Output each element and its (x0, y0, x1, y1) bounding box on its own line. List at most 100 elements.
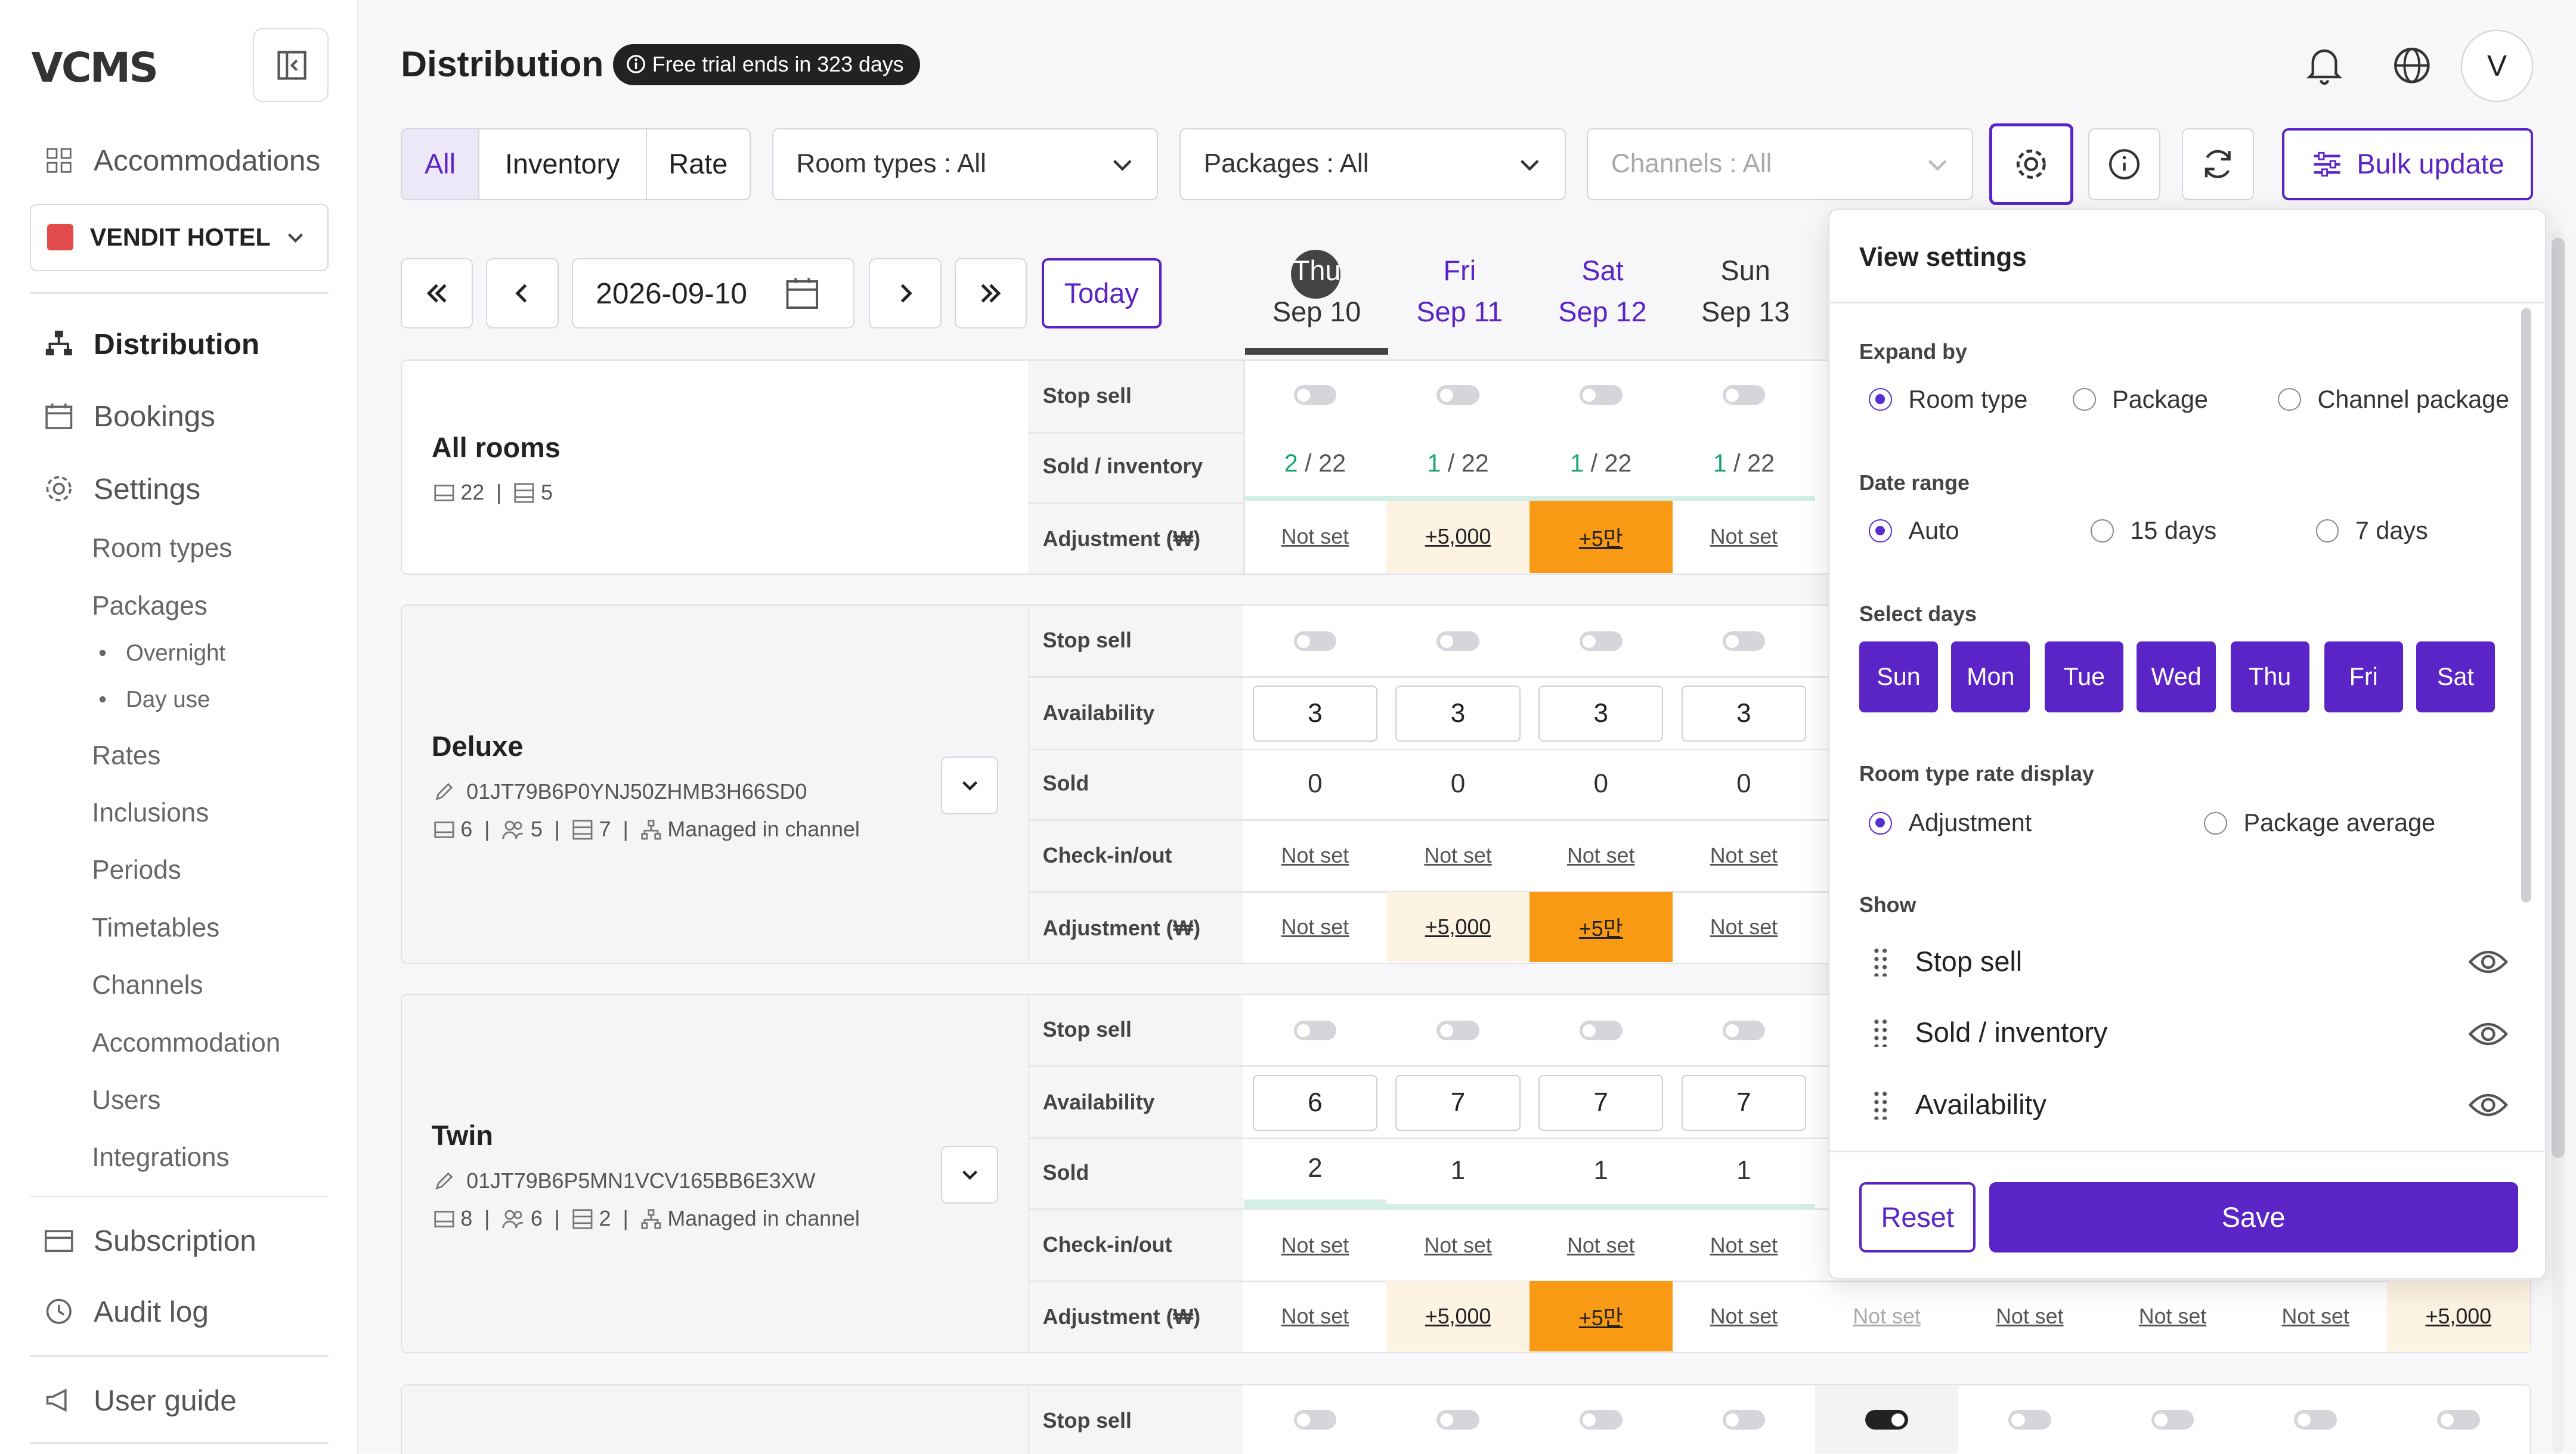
nav-accommodation[interactable]: Accommodation (92, 1028, 281, 1058)
checkinout-cell[interactable]: Not set (1710, 1233, 1778, 1258)
adjustment-cell[interactable]: +5,000 (1386, 1281, 1530, 1352)
adjustment-cell[interactable]: +5,000 (2387, 1281, 2530, 1352)
availability-cell[interactable]: 7 (1673, 1068, 1816, 1138)
stop-sell-toggle[interactable] (1244, 359, 1387, 430)
eye-icon[interactable] (2467, 1018, 2510, 1050)
radio-adjustment[interactable]: Adjustment (1869, 809, 2032, 837)
checkinout-cell[interactable]: Not set (1567, 1233, 1635, 1258)
nav-integrations[interactable]: Integrations (92, 1143, 230, 1173)
adjustment-cell[interactable]: Not set (1853, 1304, 1921, 1328)
eye-icon[interactable] (2467, 1089, 2510, 1121)
room-types-dropdown[interactable]: Room types : All (772, 128, 1159, 201)
nav-accommodations[interactable]: Accommodations (43, 143, 320, 178)
radio-auto[interactable]: Auto (1869, 517, 1959, 545)
drag-handle-icon[interactable] (1872, 947, 1889, 976)
day-toggle-sun[interactable]: Sun (1859, 641, 1939, 712)
today-button[interactable]: Today (1041, 258, 1162, 328)
adjustment-cell[interactable]: +5만 (1529, 891, 1673, 963)
checkinout-cell[interactable]: Not set (1281, 1233, 1349, 1258)
bulk-update-button[interactable]: Bulk update (2281, 128, 2534, 201)
nav-overnight[interactable]: • Overnight (98, 640, 226, 666)
nav-channels[interactable]: Channels (92, 971, 203, 1000)
tab-all[interactable]: All (402, 129, 479, 200)
checkinout-cell[interactable]: Not set (1424, 1233, 1492, 1258)
drag-handle-icon[interactable] (1872, 1090, 1889, 1120)
tab-inventory[interactable]: Inventory (479, 129, 647, 200)
adjustment-cell[interactable]: Not set (1281, 1304, 1349, 1328)
day-toggle-wed[interactable]: Wed (2137, 641, 2216, 712)
show-item-availability[interactable]: Availability (1872, 1089, 2497, 1121)
stop-sell-toggle[interactable] (1673, 1386, 1816, 1453)
nav-audit-log[interactable]: Audit log (43, 1294, 209, 1329)
availability-cell[interactable]: 3 (1530, 678, 1673, 749)
adjustment-cell[interactable]: Not set (2138, 1304, 2207, 1328)
checkinout-cell[interactable]: Not set (1424, 843, 1492, 867)
adjustment-cell[interactable]: Not set (1281, 525, 1349, 549)
adjustment-cell[interactable]: Not set (1996, 1304, 2064, 1328)
save-button[interactable]: Save (1989, 1182, 2518, 1253)
stop-sell-toggle[interactable] (1530, 996, 1673, 1066)
stop-sell-toggle[interactable] (1530, 1386, 1673, 1453)
availability-input[interactable]: 3 (1252, 686, 1378, 742)
prev-fast-button[interactable] (401, 258, 473, 328)
radio-channel-package[interactable]: Channel package (2278, 386, 2509, 414)
adjustment-cell[interactable]: +5,000 (1386, 891, 1530, 963)
nav-bookings[interactable]: Bookings (43, 399, 215, 433)
prev-button[interactable] (486, 258, 559, 328)
next-button[interactable] (869, 258, 942, 328)
nav-user-guide[interactable]: User guide (43, 1383, 237, 1418)
stop-sell-toggle[interactable] (1386, 1386, 1530, 1453)
stop-sell-toggle[interactable] (1815, 1386, 1958, 1454)
view-settings-button[interactable] (1989, 123, 2073, 206)
availability-input[interactable]: 3 (1681, 686, 1807, 742)
adjustment-cell[interactable]: Not set (2281, 1304, 2349, 1328)
availability-input[interactable]: 3 (1395, 686, 1521, 742)
radio-7-days[interactable]: 7 days (2315, 517, 2428, 545)
nav-inclusions[interactable]: Inclusions (92, 798, 209, 827)
nav-periods[interactable]: Periods (92, 855, 181, 885)
stop-sell-toggle[interactable] (1958, 1386, 2101, 1453)
stop-sell-toggle[interactable] (1244, 1386, 1387, 1453)
adjustment-cell[interactable]: Not set (1710, 914, 1778, 939)
stop-sell-toggle[interactable] (1530, 606, 1673, 677)
day-toggle-thu[interactable]: Thu (2230, 641, 2309, 712)
stop-sell-toggle[interactable] (1386, 996, 1530, 1066)
adjustment-cell[interactable]: Not set (1710, 1304, 1778, 1328)
refresh-button[interactable] (2181, 128, 2254, 201)
availability-input[interactable]: 7 (1681, 1075, 1807, 1131)
day-toggle-mon[interactable]: Mon (1951, 641, 2030, 712)
radio-package[interactable]: Package (2073, 386, 2208, 414)
adjustment-cell[interactable]: +5,000 (1386, 501, 1530, 573)
day-toggle-tue[interactable]: Tue (2045, 641, 2124, 712)
bell-icon[interactable] (2305, 44, 2344, 87)
globe-icon[interactable] (2391, 44, 2433, 87)
adjustment-cell[interactable]: Not set (1281, 914, 1349, 939)
scrollbar-track[interactable] (2551, 230, 2565, 1454)
availability-input[interactable]: 6 (1252, 1075, 1378, 1131)
day-toggle-sat[interactable]: Sat (2416, 641, 2496, 712)
availability-cell[interactable]: 7 (1386, 1068, 1530, 1138)
checkinout-cell[interactable]: Not set (1710, 843, 1778, 867)
adjustment-cell[interactable]: Not set (1710, 525, 1778, 549)
next-fast-button[interactable] (954, 258, 1027, 328)
availability-cell[interactable]: 6 (1244, 1068, 1387, 1138)
availability-input[interactable]: 3 (1538, 686, 1664, 742)
radio-15-days[interactable]: 15 days (2091, 517, 2216, 545)
nav-packages[interactable]: Packages (92, 591, 208, 621)
availability-cell[interactable]: 3 (1673, 678, 1816, 749)
stop-sell-toggle[interactable] (1673, 359, 1816, 430)
availability-cell[interactable]: 7 (1530, 1068, 1673, 1138)
stop-sell-toggle[interactable] (1386, 359, 1530, 430)
nav-rates[interactable]: Rates (92, 740, 161, 770)
eye-icon[interactable] (2467, 945, 2510, 978)
checkinout-cell[interactable]: Not set (1281, 843, 1349, 867)
availability-input[interactable]: 7 (1395, 1075, 1521, 1131)
tab-rate[interactable]: Rate (668, 148, 728, 180)
adjustment-cell[interactable]: +5만 (1529, 1281, 1673, 1352)
scrollbar-thumb[interactable] (2551, 238, 2565, 1158)
show-item-sold-inventory[interactable]: Sold / inventory (1872, 1016, 2497, 1049)
show-item-stop-sell[interactable]: Stop sell (1872, 945, 2497, 978)
day-toggle-fri[interactable]: Fri (2324, 641, 2403, 712)
channels-dropdown[interactable]: Channels : All (1587, 128, 1973, 201)
nav-distribution[interactable]: Distribution (43, 327, 259, 361)
